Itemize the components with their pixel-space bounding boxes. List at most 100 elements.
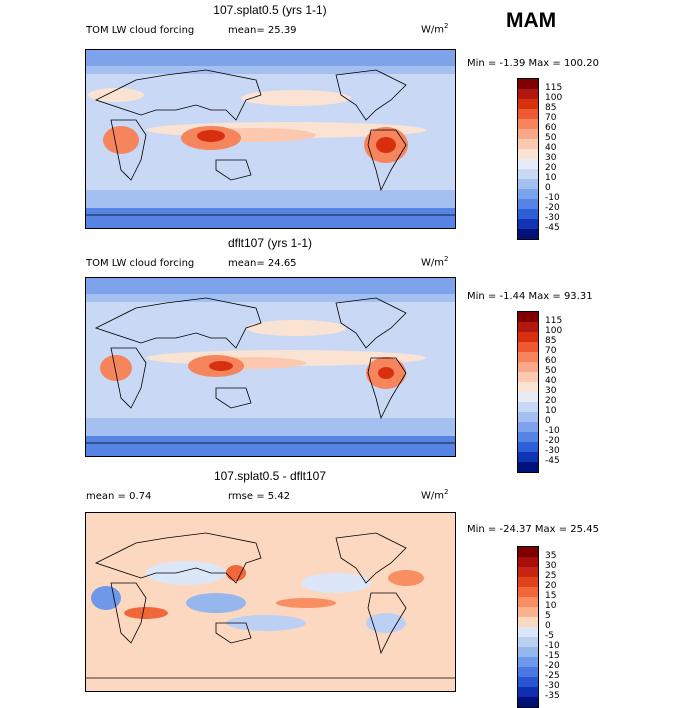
colorbar-swatch	[518, 667, 538, 677]
africa-warm	[103, 126, 139, 154]
panel-1-minmax: Min = -1.39 Max = 100.20	[467, 58, 599, 69]
colorbar-tick-label: -15	[545, 651, 560, 661]
panel-3-map	[85, 512, 456, 692]
colorbar-tick-label: 60	[545, 356, 557, 366]
colorbar-swatch	[518, 189, 538, 199]
colorbar-tick-label: 85	[545, 336, 557, 346]
panel-1-colorbar-labels: 115 100 85 70 60 50 40 30 20 10 0 -10 -20 -30 -45	[545, 83, 562, 233]
colorbar-swatch	[518, 452, 538, 462]
colorbar-swatch	[518, 229, 538, 239]
colorbar-swatch	[518, 617, 538, 627]
diff-pos-4	[226, 565, 246, 581]
panel-2-minmax: Min = -1.44 Max = 93.31	[467, 291, 593, 302]
colorbar-swatch	[518, 597, 538, 607]
maritime-hot	[197, 130, 225, 142]
colorbar-swatch	[518, 382, 538, 392]
antarctic-band	[86, 208, 455, 228]
panel-3-units: W/m2	[421, 488, 449, 502]
colorbar-tick-label: -45	[545, 456, 560, 466]
panel-3-rmse: rmse = 5.42	[228, 491, 291, 502]
map-bg	[86, 513, 455, 691]
panel-3-map-svg	[86, 513, 455, 691]
colorbar-swatch	[518, 567, 538, 577]
npac-storm	[246, 320, 346, 336]
colorbar-swatch	[518, 209, 538, 219]
diff-neg-mc	[186, 593, 246, 613]
north-band	[86, 294, 455, 302]
colorbar-tick-label: -45	[545, 223, 560, 233]
colorbar-tick-label: 5	[545, 611, 551, 621]
colorbar-swatch	[518, 119, 538, 129]
colorbar-swatch	[518, 607, 538, 617]
colorbar-swatch	[518, 627, 538, 637]
colorbar-swatch	[518, 149, 538, 159]
colorbar-tick-label: -30	[545, 681, 560, 691]
colorbar-swatch	[518, 372, 538, 382]
coastlines	[86, 532, 455, 679]
colorbar-swatch	[518, 322, 538, 332]
diff-neg-3	[226, 615, 306, 631]
colorbar-tick-label: 0	[545, 621, 551, 631]
colorbar-tick-label: 30	[545, 153, 557, 163]
panel-1-map	[85, 49, 456, 229]
natl-storm	[88, 88, 144, 102]
colorbar-tick-label: -10	[545, 641, 560, 651]
colorbar-tick-label: 0	[545, 416, 551, 426]
colorbar-swatch	[518, 557, 538, 567]
panel-3-title: 107.splat0.5 - dflt107	[213, 469, 327, 483]
season-label: MAM	[506, 9, 557, 32]
colorbar-swatch	[518, 657, 538, 667]
arctic-band	[86, 278, 455, 294]
colorbar-swatch	[518, 412, 538, 422]
colorbar-swatch	[518, 79, 538, 89]
colorbar-tick-label: -20	[545, 203, 560, 213]
colorbar-tick-label: -5	[545, 631, 554, 641]
south-band	[86, 190, 455, 208]
colorbar-tick-label: 10	[545, 406, 557, 416]
colorbar-tick-label: 85	[545, 103, 557, 113]
colorbar-swatch	[518, 547, 538, 557]
colorbar-swatch	[518, 392, 538, 402]
coastlines	[86, 69, 455, 216]
diff-neg-africa	[91, 586, 121, 610]
diff-pos-3	[388, 570, 424, 586]
colorbar-swatch	[518, 442, 538, 452]
colorbar-swatch	[518, 312, 538, 322]
colorbar-tick-label: 35	[545, 551, 557, 561]
colorbar-swatch	[518, 677, 538, 687]
diff-pos-2	[276, 598, 336, 608]
colorbar-tick-label: 70	[545, 113, 557, 123]
colorbar-swatch	[518, 169, 538, 179]
colorbar-swatch	[518, 139, 538, 149]
panel-2-mean: mean= 24.65	[228, 258, 297, 269]
colorbar-tick-label: 50	[545, 366, 557, 376]
colorbar-tick-label: -30	[545, 446, 560, 456]
arctic-band	[86, 50, 455, 66]
colorbar-tick-label: 10	[545, 173, 557, 183]
npac-storm	[241, 90, 351, 106]
colorbar-swatch	[518, 362, 538, 372]
panel-1-colorbar	[517, 78, 539, 240]
colorbar-swatch	[518, 109, 538, 119]
panel-1-map-svg	[86, 50, 455, 228]
colorbar-swatch	[518, 637, 538, 647]
colorbar-tick-label: 20	[545, 163, 557, 173]
colorbar-tick-label: -10	[545, 193, 560, 203]
colorbar-swatch	[518, 577, 538, 587]
africa-warm	[100, 355, 132, 381]
colorbar-tick-label: 115	[545, 83, 563, 93]
colorbar-swatch	[518, 462, 538, 472]
panel-2-colorbar	[517, 311, 539, 473]
panel-2-title: dflt107 (yrs 1-1)	[227, 236, 313, 250]
colorbar-tick-label: -30	[545, 213, 560, 223]
colorbar-swatch	[518, 99, 538, 109]
colorbar-swatch	[518, 402, 538, 412]
colorbar-tick-label: 70	[545, 346, 557, 356]
colorbar-tick-label: 20	[545, 396, 557, 406]
north-band	[86, 66, 455, 74]
colorbar-swatch	[518, 342, 538, 352]
panel-2-map	[85, 277, 456, 457]
colorbar-tick-label: 0	[545, 183, 551, 193]
colorbar-tick-label: 40	[545, 376, 557, 386]
colorbar-swatch	[518, 159, 538, 169]
